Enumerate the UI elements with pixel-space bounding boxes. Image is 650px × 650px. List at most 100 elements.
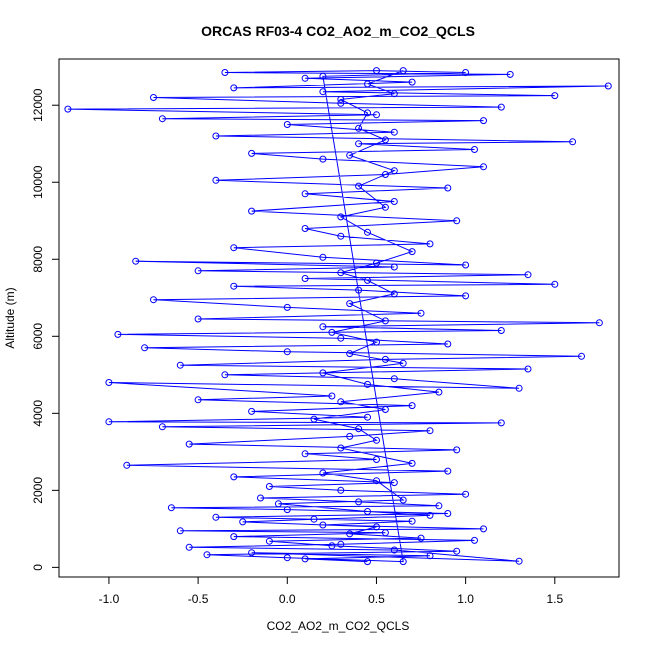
data-point: [373, 259, 380, 267]
data-point: [337, 540, 345, 548]
data-point: [337, 486, 345, 494]
data-point: [426, 552, 434, 560]
data-point: [426, 511, 434, 519]
data-point: [515, 557, 523, 565]
data-point: [337, 269, 345, 277]
data-point: [212, 176, 220, 184]
data-point: [328, 542, 336, 550]
plot-frame: [58, 58, 620, 578]
data-point: [399, 359, 407, 367]
y-tick-label: 2000: [31, 477, 45, 504]
data-point: [364, 508, 371, 515]
data-point: [212, 132, 220, 140]
data-point: [248, 149, 256, 157]
plot-area: [64, 67, 612, 566]
data-point: [64, 105, 72, 113]
data-point: [185, 543, 193, 551]
data-point: [301, 225, 309, 232]
data-point: [444, 340, 452, 348]
data-point: [604, 82, 612, 90]
data-point: [408, 402, 416, 410]
data-point: [319, 521, 327, 529]
x-tick-label: -0.5: [188, 592, 209, 606]
data-point: [569, 138, 577, 146]
data-point: [141, 344, 149, 352]
data-point: [364, 80, 371, 88]
data-point: [373, 338, 380, 346]
data-point: [480, 117, 487, 125]
data-point: [265, 483, 273, 490]
data-point: [497, 103, 505, 111]
data-point: [462, 490, 470, 498]
x-axis-label: CO2_AO2_m_CO2_QCLS: [267, 619, 410, 633]
data-point: [105, 418, 113, 426]
data-point: [381, 317, 389, 325]
y-tick-label: 10000: [31, 165, 45, 199]
y-tick-label: 6000: [31, 323, 45, 350]
data-point: [595, 319, 603, 327]
data-point: [551, 280, 559, 288]
data-point: [480, 163, 487, 171]
data-point: [337, 398, 345, 406]
data-point: [390, 375, 398, 383]
data-point: [524, 365, 532, 373]
data-point: [453, 547, 461, 555]
data-point: [301, 275, 309, 282]
y-tick-label: 8000: [31, 246, 45, 273]
data-point: [319, 253, 327, 261]
data-point: [221, 371, 229, 379]
data-point: [150, 296, 157, 304]
data-point: [355, 182, 363, 190]
data-point: [462, 69, 470, 76]
data-point: [310, 515, 318, 523]
data-point: [283, 348, 291, 356]
data-point: [346, 432, 354, 440]
data-point: [230, 473, 238, 481]
data-point: [319, 369, 327, 377]
data-point: [364, 276, 371, 284]
data-point: [471, 536, 478, 544]
y-axis-label: Altitude (m): [3, 287, 17, 348]
data-point: [105, 379, 113, 386]
data-point: [364, 109, 371, 117]
data-point: [390, 479, 398, 487]
data-point: [283, 121, 291, 128]
data-point: [346, 350, 354, 358]
y-tick-label: 4000: [31, 400, 45, 427]
data-point: [364, 380, 371, 388]
x-tick-label: 1.5: [546, 592, 563, 606]
data-point: [194, 315, 202, 323]
data-point: [390, 167, 398, 175]
data-point: [381, 355, 389, 363]
data-point: [158, 423, 166, 431]
data-point: [515, 384, 523, 392]
data-point: [328, 392, 336, 400]
data-point: [230, 282, 238, 290]
data-point: [355, 286, 363, 294]
data-point: [221, 69, 229, 76]
data-point: [381, 203, 389, 211]
data-point: [408, 517, 416, 525]
data-point: [283, 554, 291, 562]
data-point: [328, 328, 336, 336]
data-point: [426, 427, 434, 435]
data-point: [355, 124, 363, 132]
data-point: [248, 549, 256, 557]
data-point: [471, 146, 478, 153]
data-point: [114, 330, 122, 338]
data-point: [319, 469, 327, 477]
data-point: [346, 151, 354, 159]
data-point: [417, 534, 425, 542]
data-point: [194, 396, 202, 404]
chart-title: ORCAS RF03-4 CO2_AO2_m_CO2_QCLS: [201, 23, 475, 39]
data-point: [399, 496, 407, 504]
data-point: [283, 303, 291, 311]
data-point: [337, 99, 345, 107]
data-point: [497, 419, 505, 427]
data-point: [230, 244, 238, 252]
data-point: [239, 518, 247, 526]
data-point: [390, 198, 398, 205]
data-point: [158, 115, 166, 123]
data-point: [194, 267, 202, 275]
